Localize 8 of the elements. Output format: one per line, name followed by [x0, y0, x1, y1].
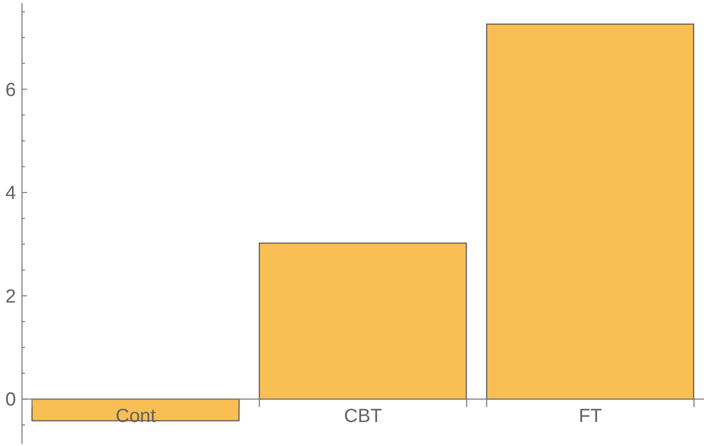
y-tick-label: 6 [5, 80, 16, 101]
x-tick-label: CBT [344, 406, 382, 428]
x-tick-label: FT [578, 406, 602, 428]
y-tick-label: 4 [5, 183, 16, 204]
bar [486, 24, 694, 400]
y-tick-label: 0 [5, 390, 16, 411]
y-tick-label: 2 [5, 286, 16, 308]
bar [258, 242, 467, 400]
